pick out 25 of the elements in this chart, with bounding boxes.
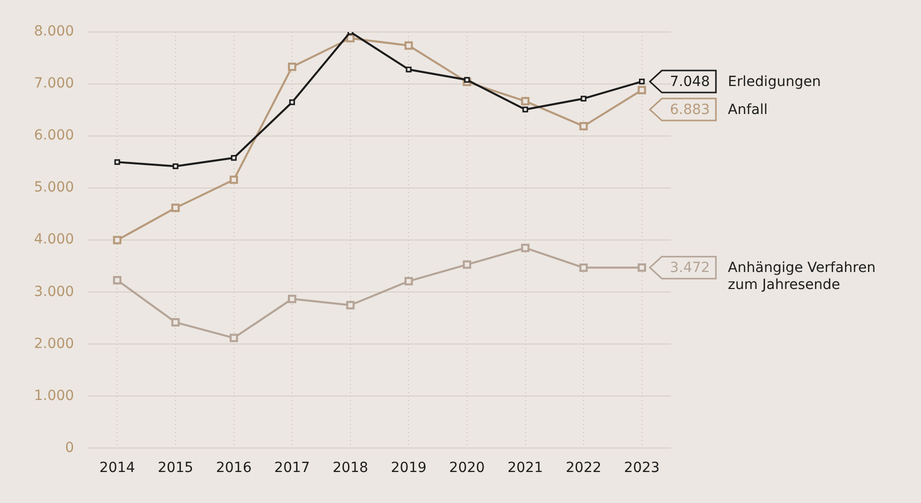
x-tick-label: 2023 [624, 460, 660, 476]
y-tick-label: 5.000 [34, 180, 74, 196]
x-tick-label: 2016 [216, 460, 252, 476]
legend-label: Anhängige Verfahren zum Jahresende [728, 260, 876, 294]
y-tick-label: 6.000 [34, 128, 74, 144]
x-tick-label: 2021 [507, 460, 544, 476]
y-tick-label: 2.000 [34, 336, 74, 352]
x-tick-label: 2014 [99, 460, 136, 476]
data-label: 6.883 [670, 102, 710, 118]
legend-label: Anfall [728, 102, 768, 118]
x-tick-label: 2022 [566, 460, 602, 476]
y-tick-label: 7.000 [34, 76, 74, 92]
legend-label: Erledigungen [728, 74, 821, 90]
y-tick-label: 3.000 [34, 284, 74, 300]
data-label: 7.048 [670, 74, 710, 90]
x-tick-label: 2018 [332, 460, 368, 476]
x-tick-label: 2017 [274, 460, 310, 476]
y-tick-label: 0 [65, 440, 74, 456]
y-tick-label: 1.000 [34, 388, 74, 404]
x-tick-label: 2019 [390, 460, 427, 476]
x-tick-label: 2015 [158, 460, 194, 476]
y-tick-label: 8.000 [34, 24, 74, 40]
data-label: 3.472 [670, 260, 710, 276]
x-tick-label: 2020 [449, 460, 485, 476]
y-tick-label: 4.000 [34, 232, 74, 248]
